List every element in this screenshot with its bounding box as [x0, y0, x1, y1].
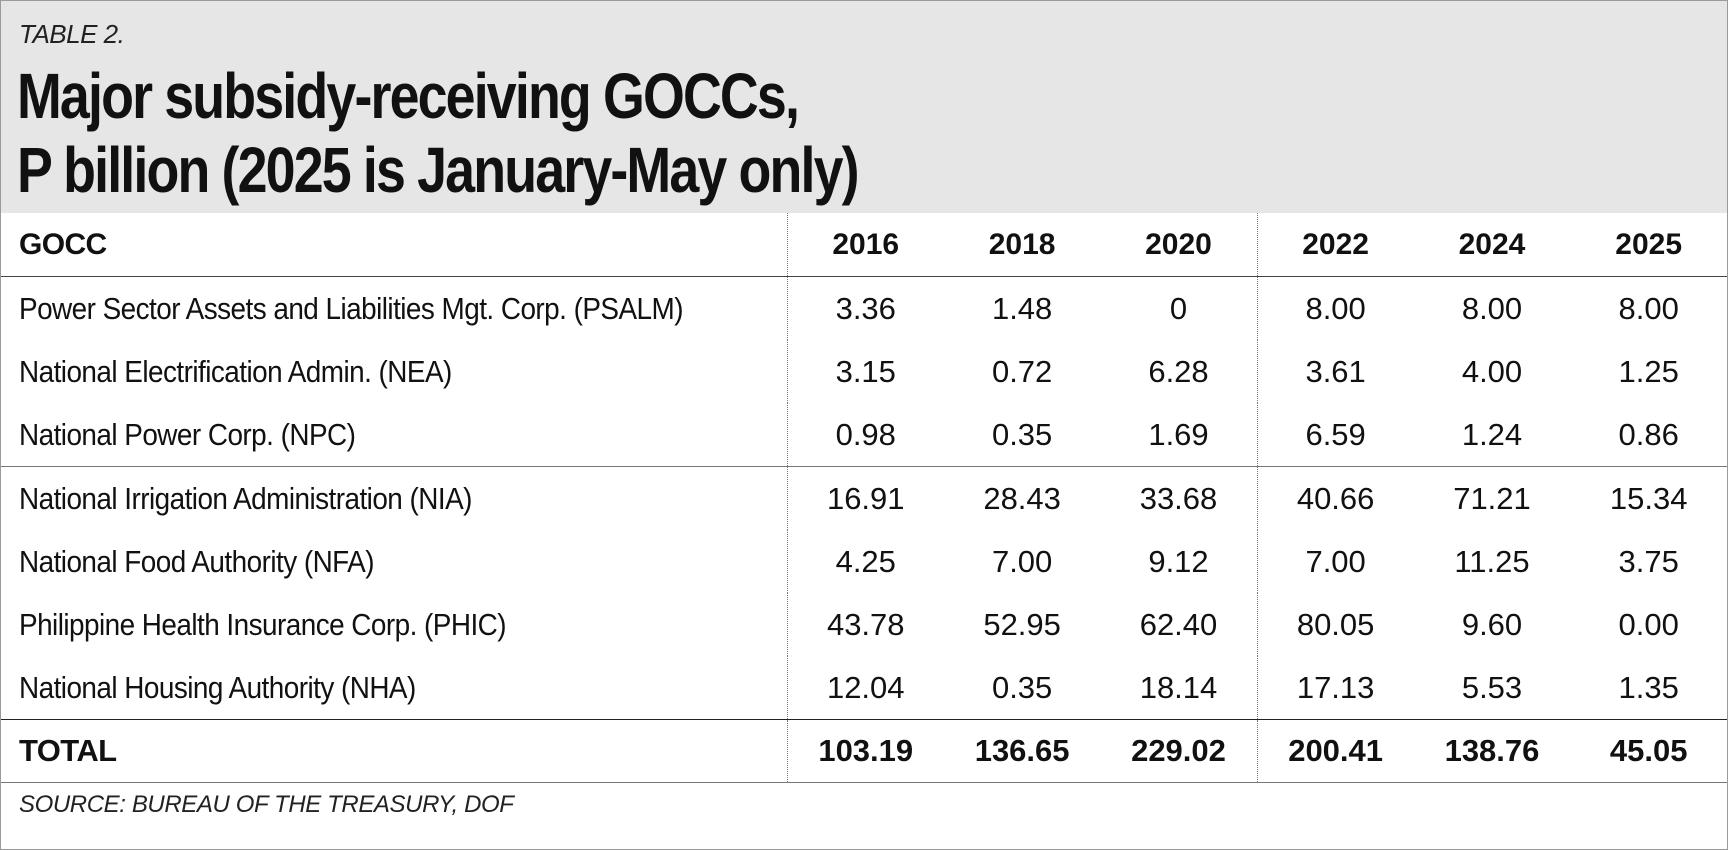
value-cell-2025: 1.35 [1618, 669, 1679, 705]
total-cell-2020: 229.02 [1100, 719, 1258, 783]
value-cell-2022: 40.66 [1256, 466, 1414, 530]
value-cell-2022: 7.00 [1256, 530, 1414, 593]
column-header-row: GOCC 2016 2018 2020 2022 2024 2025 [1, 213, 1727, 277]
value-cell-2022: 80.05 [1256, 593, 1414, 656]
value-cell-2018: 7.00 [991, 543, 1053, 579]
value-cell-2025: 8.00 [1618, 290, 1679, 326]
column-header-2018: 2018 [943, 213, 1101, 277]
value-cell-2025: 3.75 [1618, 543, 1679, 579]
value-cell-2020: 33.68 [1139, 480, 1218, 516]
value-cell-2020: 1.69 [1100, 403, 1258, 467]
value-cell-2020: 62.40 [1139, 606, 1218, 642]
gocc-name: National Power Corp. (NPC) [19, 416, 356, 452]
column-header-gocc: GOCC [1, 213, 788, 277]
total-row: TOTAL 103.19 136.65 229.02 200.41 138.76 45.05 [1, 719, 1727, 783]
gocc-name: National Electrification Admin. (NEA) [19, 353, 452, 389]
total-cell-2022: 200.41 [1256, 719, 1414, 783]
gocc-name: Philippine Health Insurance Corp. (PHIC) [19, 606, 507, 642]
column-header-2022: 2022 [1256, 213, 1414, 277]
table-row: National Power Corp. (NPC) 0.98 0.35 1.69 6.… [1, 403, 1727, 467]
value-cell-2016: 43.78 [786, 593, 944, 656]
value-cell-2020: 0 [1169, 290, 1188, 326]
total-cell-2018: 136.65 [943, 719, 1101, 783]
value-cell-2025: 15.34 [1609, 480, 1688, 516]
gocc-name-cell: Power Sector Assets and Liabilities Mgt.… [1, 277, 787, 341]
table-row: National Irrigation Administration (NIA)… [1, 466, 1727, 531]
table-header-panel: TABLE 2. Major subsidy-receiving GOCCs, … [1, 1, 1727, 213]
gocc-name: Power Sector Assets and Liabilities Mgt.… [19, 290, 684, 326]
value-cell-2016: 3.36 [786, 276, 944, 340]
table-title: Major subsidy-receiving GOCCs, P billion… [17, 59, 860, 207]
value-cell-2022: 17.13 [1256, 656, 1414, 720]
table-row: Philippine Health Insurance Corp. (PHIC)… [1, 593, 1727, 656]
gocc-name-cell: National Food Authority (NFA) [1, 530, 787, 593]
gocc-name-cell: National Housing Authority (NHA) [1, 656, 787, 720]
value-cell-2024: 11.25 [1454, 543, 1530, 579]
column-header-2020: 2020 [1100, 213, 1258, 277]
value-cell-2020: 9.12 [1148, 543, 1209, 579]
value-cell-2016: 3.15 [786, 340, 944, 403]
gocc-name: National Irrigation Administration (NIA) [19, 480, 472, 516]
table-title-line-2: P billion (2025 is January-May only) [17, 134, 860, 206]
column-header-2025: 2025 [1570, 213, 1727, 277]
total-label: TOTAL [1, 719, 788, 783]
total-cell-2016: 103.19 [786, 719, 944, 783]
value-cell-2025: 1.25 [1618, 353, 1679, 389]
value-cell-2016: 0.98 [786, 403, 944, 467]
value-cell-2018: 52.95 [983, 606, 1061, 642]
value-cell-2022: 3.61 [1256, 340, 1414, 403]
value-cell-2024: 4.00 [1461, 353, 1523, 389]
column-header-2016: 2016 [786, 213, 944, 277]
value-cell-2020: 6.28 [1148, 353, 1209, 389]
value-cell-2018: 0.35 [991, 669, 1053, 705]
table-row: National Housing Authority (NHA) 12.04 0.3… [1, 656, 1727, 720]
value-cell-2018: 28.43 [983, 480, 1061, 516]
value-cell-2025: 0.86 [1570, 403, 1727, 467]
subsidy-table: GOCC 2016 2018 2020 2022 2024 2025 Power… [1, 213, 1727, 783]
column-header-2024: 2024 [1413, 213, 1571, 277]
value-cell-2020: 18.14 [1139, 669, 1218, 705]
value-cell-2022: 6.59 [1256, 403, 1414, 467]
gocc-name-cell: National Electrification Admin. (NEA) [1, 340, 787, 403]
value-cell-2016: 4.25 [786, 530, 944, 593]
value-cell-2018: 0.35 [943, 403, 1101, 467]
table-row: National Electrification Admin. (NEA) 3.1… [1, 340, 1727, 403]
table-row: National Food Authority (NFA) 4.25 7.00 9.1… [1, 530, 1727, 593]
table-title-line-1: Major subsidy-receiving GOCCs, [17, 60, 800, 132]
gocc-name: National Housing Authority (NHA) [19, 669, 416, 705]
value-cell-2024: 9.60 [1461, 606, 1523, 642]
value-cell-2018: 1.48 [991, 290, 1053, 326]
value-cell-2016: 12.04 [786, 656, 944, 720]
total-cell-2024: 138.76 [1413, 719, 1571, 783]
value-cell-2016: 16.91 [786, 466, 944, 530]
value-cell-2022: 8.00 [1256, 276, 1414, 340]
value-cell-2018: 0.72 [991, 353, 1053, 389]
value-cell-2024: 1.24 [1413, 403, 1571, 467]
value-cell-2024: 8.00 [1461, 290, 1523, 326]
gocc-name-cell: National Power Corp. (NPC) [1, 403, 788, 467]
value-cell-2024: 71.21 [1453, 480, 1531, 516]
total-cell-2025: 45.05 [1570, 719, 1727, 783]
value-cell-2024: 5.53 [1461, 669, 1523, 705]
value-cell-2025: 0.00 [1618, 606, 1679, 642]
gocc-name-cell: National Irrigation Administration (NIA) [1, 467, 787, 531]
source-note: SOURCE: BUREAU OF THE TREASURY, DOF [19, 791, 514, 818]
gocc-name: National Food Authority (NFA) [19, 543, 375, 579]
table-label: TABLE 2. [19, 19, 125, 49]
gocc-name-cell: Philippine Health Insurance Corp. (PHIC) [1, 593, 787, 656]
table-row: Power Sector Assets and Liabilities Mgt.… [1, 276, 1727, 341]
